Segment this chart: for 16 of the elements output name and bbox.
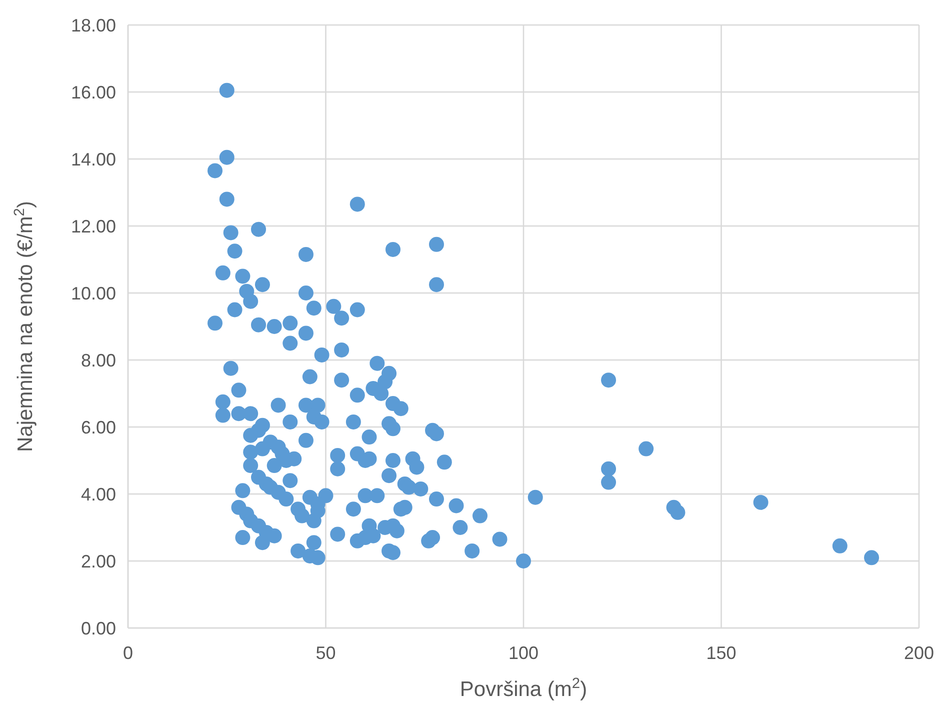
x-tick-label: 150	[706, 643, 736, 663]
y-tick-label: 6.00	[80, 417, 116, 438]
y-tick-label: 2.00	[80, 551, 116, 572]
x-axis-title: Površina (m$^{2}$)	[460, 676, 588, 701]
y-tick-label: 4.00	[80, 484, 116, 504]
x-tick-label: 200	[904, 643, 934, 663]
y-tick-label: 8.00	[80, 350, 116, 370]
x-tick-label: 50	[316, 643, 336, 663]
x-tick-label: 100	[508, 643, 539, 663]
y-tick-label: 18.00	[70, 15, 116, 36]
y-tick-label: 12.00	[70, 216, 116, 236]
y-tick-label: 10.00	[70, 283, 116, 304]
x-tick-label: 0	[122, 643, 134, 663]
y-tick-label: 14.00	[70, 149, 116, 170]
y-tick-label: 0.00	[80, 618, 116, 638]
y-tick-label: 16.00	[70, 82, 116, 102]
